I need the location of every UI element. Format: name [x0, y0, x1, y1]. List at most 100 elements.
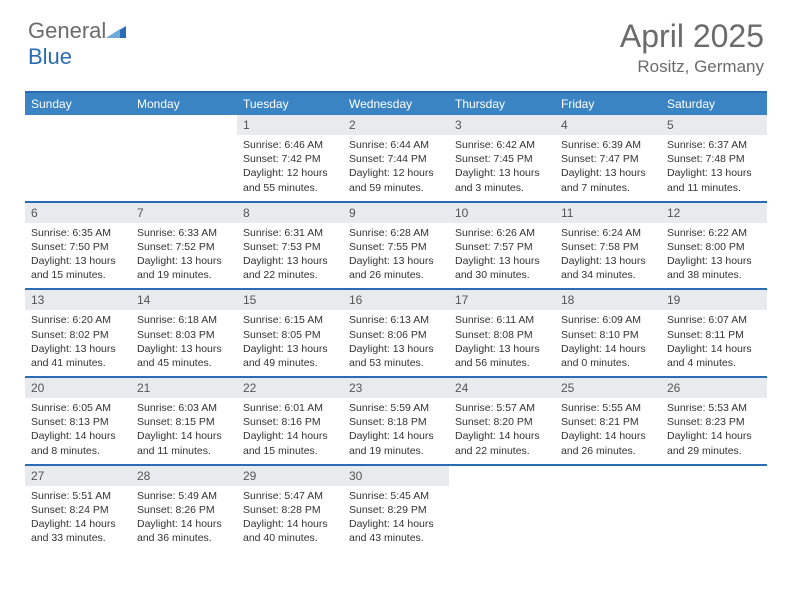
day-number: 14 — [131, 290, 237, 310]
day-content: Sunrise: 6:22 AMSunset: 8:00 PMDaylight:… — [661, 223, 767, 289]
day-number: 10 — [449, 203, 555, 223]
day-content: Sunrise: 6:28 AMSunset: 7:55 PMDaylight:… — [343, 223, 449, 289]
calendar-cell: 26Sunrise: 5:53 AMSunset: 8:23 PMDayligh… — [661, 377, 767, 464]
calendar-cell — [449, 465, 555, 552]
calendar-cell: 2Sunrise: 6:44 AMSunset: 7:44 PMDaylight… — [343, 115, 449, 201]
day-number: 12 — [661, 203, 767, 223]
day-number: 29 — [237, 466, 343, 486]
day-number: 22 — [237, 378, 343, 398]
day-number: 7 — [131, 203, 237, 223]
day-number: 21 — [131, 378, 237, 398]
header: GeneralBlue April 2025 Rositz, Germany — [0, 0, 792, 85]
day-number: 13 — [25, 290, 131, 310]
day-content: Sunrise: 6:37 AMSunset: 7:48 PMDaylight:… — [661, 135, 767, 201]
calendar-cell: 5Sunrise: 6:37 AMSunset: 7:48 PMDaylight… — [661, 115, 767, 201]
calendar-cell: 27Sunrise: 5:51 AMSunset: 8:24 PMDayligh… — [25, 465, 131, 552]
weekday-header: Tuesday — [237, 92, 343, 115]
day-number: 26 — [661, 378, 767, 398]
calendar-week: 13Sunrise: 6:20 AMSunset: 8:02 PMDayligh… — [25, 289, 767, 376]
calendar-cell: 17Sunrise: 6:11 AMSunset: 8:08 PMDayligh… — [449, 289, 555, 376]
day-number: 6 — [25, 203, 131, 223]
day-content: Sunrise: 6:35 AMSunset: 7:50 PMDaylight:… — [25, 223, 131, 289]
day-content: Sunrise: 5:51 AMSunset: 8:24 PMDaylight:… — [25, 486, 131, 552]
weekday-row: SundayMondayTuesdayWednesdayThursdayFrid… — [25, 92, 767, 115]
calendar-cell: 10Sunrise: 6:26 AMSunset: 7:57 PMDayligh… — [449, 202, 555, 289]
calendar-cell: 30Sunrise: 5:45 AMSunset: 8:29 PMDayligh… — [343, 465, 449, 552]
calendar-cell: 29Sunrise: 5:47 AMSunset: 8:28 PMDayligh… — [237, 465, 343, 552]
calendar-cell: 28Sunrise: 5:49 AMSunset: 8:26 PMDayligh… — [131, 465, 237, 552]
calendar-cell: 21Sunrise: 6:03 AMSunset: 8:15 PMDayligh… — [131, 377, 237, 464]
weekday-header: Thursday — [449, 92, 555, 115]
calendar-week: 6Sunrise: 6:35 AMSunset: 7:50 PMDaylight… — [25, 202, 767, 289]
day-content: Sunrise: 6:18 AMSunset: 8:03 PMDaylight:… — [131, 310, 237, 376]
calendar-cell — [661, 465, 767, 552]
calendar-cell: 24Sunrise: 5:57 AMSunset: 8:20 PMDayligh… — [449, 377, 555, 464]
day-number: 9 — [343, 203, 449, 223]
day-content: Sunrise: 6:42 AMSunset: 7:45 PMDaylight:… — [449, 135, 555, 201]
calendar-body: 1Sunrise: 6:46 AMSunset: 7:42 PMDaylight… — [25, 115, 767, 551]
calendar-cell: 6Sunrise: 6:35 AMSunset: 7:50 PMDaylight… — [25, 202, 131, 289]
calendar-week: 27Sunrise: 5:51 AMSunset: 8:24 PMDayligh… — [25, 465, 767, 552]
calendar-cell — [555, 465, 661, 552]
day-number: 30 — [343, 466, 449, 486]
calendar-cell: 25Sunrise: 5:55 AMSunset: 8:21 PMDayligh… — [555, 377, 661, 464]
calendar-cell: 9Sunrise: 6:28 AMSunset: 7:55 PMDaylight… — [343, 202, 449, 289]
day-content: Sunrise: 6:15 AMSunset: 8:05 PMDaylight:… — [237, 310, 343, 376]
calendar-head: SundayMondayTuesdayWednesdayThursdayFrid… — [25, 92, 767, 115]
day-number: 20 — [25, 378, 131, 398]
calendar-table: SundayMondayTuesdayWednesdayThursdayFrid… — [25, 91, 767, 551]
day-number: 18 — [555, 290, 661, 310]
calendar-cell: 1Sunrise: 6:46 AMSunset: 7:42 PMDaylight… — [237, 115, 343, 201]
calendar-cell: 11Sunrise: 6:24 AMSunset: 7:58 PMDayligh… — [555, 202, 661, 289]
calendar-cell — [25, 115, 131, 201]
brand-triangle-icon — [106, 18, 126, 44]
day-number: 8 — [237, 203, 343, 223]
day-content: Sunrise: 6:05 AMSunset: 8:13 PMDaylight:… — [25, 398, 131, 464]
day-content: Sunrise: 6:39 AMSunset: 7:47 PMDaylight:… — [555, 135, 661, 201]
day-content: Sunrise: 5:47 AMSunset: 8:28 PMDaylight:… — [237, 486, 343, 552]
day-content: Sunrise: 5:49 AMSunset: 8:26 PMDaylight:… — [131, 486, 237, 552]
day-content: Sunrise: 5:59 AMSunset: 8:18 PMDaylight:… — [343, 398, 449, 464]
day-content: Sunrise: 6:01 AMSunset: 8:16 PMDaylight:… — [237, 398, 343, 464]
calendar-cell: 20Sunrise: 6:05 AMSunset: 8:13 PMDayligh… — [25, 377, 131, 464]
brand-name: GeneralBlue — [28, 18, 129, 70]
day-content: Sunrise: 6:44 AMSunset: 7:44 PMDaylight:… — [343, 135, 449, 201]
day-content: Sunrise: 5:55 AMSunset: 8:21 PMDaylight:… — [555, 398, 661, 464]
day-number: 16 — [343, 290, 449, 310]
day-content: Sunrise: 6:46 AMSunset: 7:42 PMDaylight:… — [237, 135, 343, 201]
weekday-header: Friday — [555, 92, 661, 115]
calendar-week: 1Sunrise: 6:46 AMSunset: 7:42 PMDaylight… — [25, 115, 767, 201]
calendar-cell: 7Sunrise: 6:33 AMSunset: 7:52 PMDaylight… — [131, 202, 237, 289]
calendar-cell: 18Sunrise: 6:09 AMSunset: 8:10 PMDayligh… — [555, 289, 661, 376]
day-number: 5 — [661, 115, 767, 135]
brand-name-blue: Blue — [28, 44, 72, 69]
calendar-cell: 14Sunrise: 6:18 AMSunset: 8:03 PMDayligh… — [131, 289, 237, 376]
day-number: 17 — [449, 290, 555, 310]
calendar-cell: 22Sunrise: 6:01 AMSunset: 8:16 PMDayligh… — [237, 377, 343, 464]
weekday-header: Wednesday — [343, 92, 449, 115]
weekday-header: Monday — [131, 92, 237, 115]
calendar-cell: 13Sunrise: 6:20 AMSunset: 8:02 PMDayligh… — [25, 289, 131, 376]
calendar-cell: 4Sunrise: 6:39 AMSunset: 7:47 PMDaylight… — [555, 115, 661, 201]
day-content: Sunrise: 5:57 AMSunset: 8:20 PMDaylight:… — [449, 398, 555, 464]
day-content: Sunrise: 6:33 AMSunset: 7:52 PMDaylight:… — [131, 223, 237, 289]
calendar-cell: 8Sunrise: 6:31 AMSunset: 7:53 PMDaylight… — [237, 202, 343, 289]
calendar-cell: 12Sunrise: 6:22 AMSunset: 8:00 PMDayligh… — [661, 202, 767, 289]
day-number: 15 — [237, 290, 343, 310]
brand-name-gray: General — [28, 18, 106, 43]
day-content: Sunrise: 6:24 AMSunset: 7:58 PMDaylight:… — [555, 223, 661, 289]
day-number: 4 — [555, 115, 661, 135]
day-content: Sunrise: 6:13 AMSunset: 8:06 PMDaylight:… — [343, 310, 449, 376]
calendar-cell: 15Sunrise: 6:15 AMSunset: 8:05 PMDayligh… — [237, 289, 343, 376]
weekday-header: Sunday — [25, 92, 131, 115]
day-content: Sunrise: 6:26 AMSunset: 7:57 PMDaylight:… — [449, 223, 555, 289]
calendar-week: 20Sunrise: 6:05 AMSunset: 8:13 PMDayligh… — [25, 377, 767, 464]
day-number: 25 — [555, 378, 661, 398]
calendar-cell: 16Sunrise: 6:13 AMSunset: 8:06 PMDayligh… — [343, 289, 449, 376]
day-number: 23 — [343, 378, 449, 398]
day-number: 11 — [555, 203, 661, 223]
day-content: Sunrise: 6:03 AMSunset: 8:15 PMDaylight:… — [131, 398, 237, 464]
weekday-header: Saturday — [661, 92, 767, 115]
day-number: 28 — [131, 466, 237, 486]
day-content: Sunrise: 5:53 AMSunset: 8:23 PMDaylight:… — [661, 398, 767, 464]
